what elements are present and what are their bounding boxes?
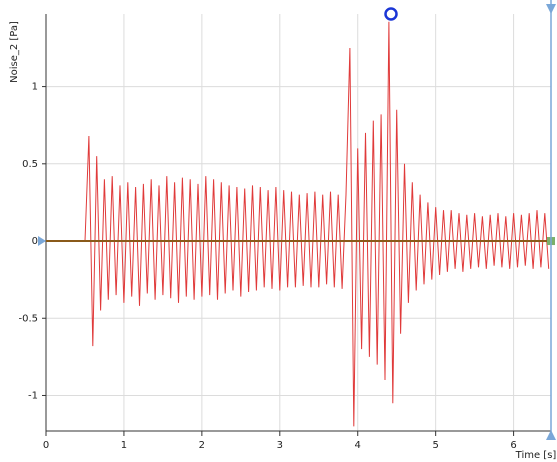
y-axis-title: Noise_2 [Pa] bbox=[9, 21, 20, 83]
x-tick-label: 2 bbox=[199, 440, 205, 451]
cursor-top bbox=[546, 4, 556, 14]
cursor-bottom bbox=[546, 430, 556, 440]
x-tick-label: 0 bbox=[43, 440, 49, 451]
y-tick-label: 1 bbox=[32, 82, 38, 93]
x-tick-label: 6 bbox=[510, 440, 516, 451]
x-tick-label: 3 bbox=[277, 440, 283, 451]
y-tick-label: 0 bbox=[32, 236, 38, 247]
y-tick-label: -1 bbox=[28, 390, 38, 401]
x-tick-label: 5 bbox=[432, 440, 438, 451]
y-tick-label: 0.5 bbox=[22, 159, 38, 170]
x-axis-title: Time [s] bbox=[515, 450, 557, 461]
x-tick-label: 4 bbox=[355, 440, 361, 451]
peak-marker bbox=[384, 7, 398, 21]
left-marker bbox=[38, 236, 46, 247]
y-tick-label: -0.5 bbox=[18, 313, 38, 324]
x-tick-label: 1 bbox=[121, 440, 127, 451]
